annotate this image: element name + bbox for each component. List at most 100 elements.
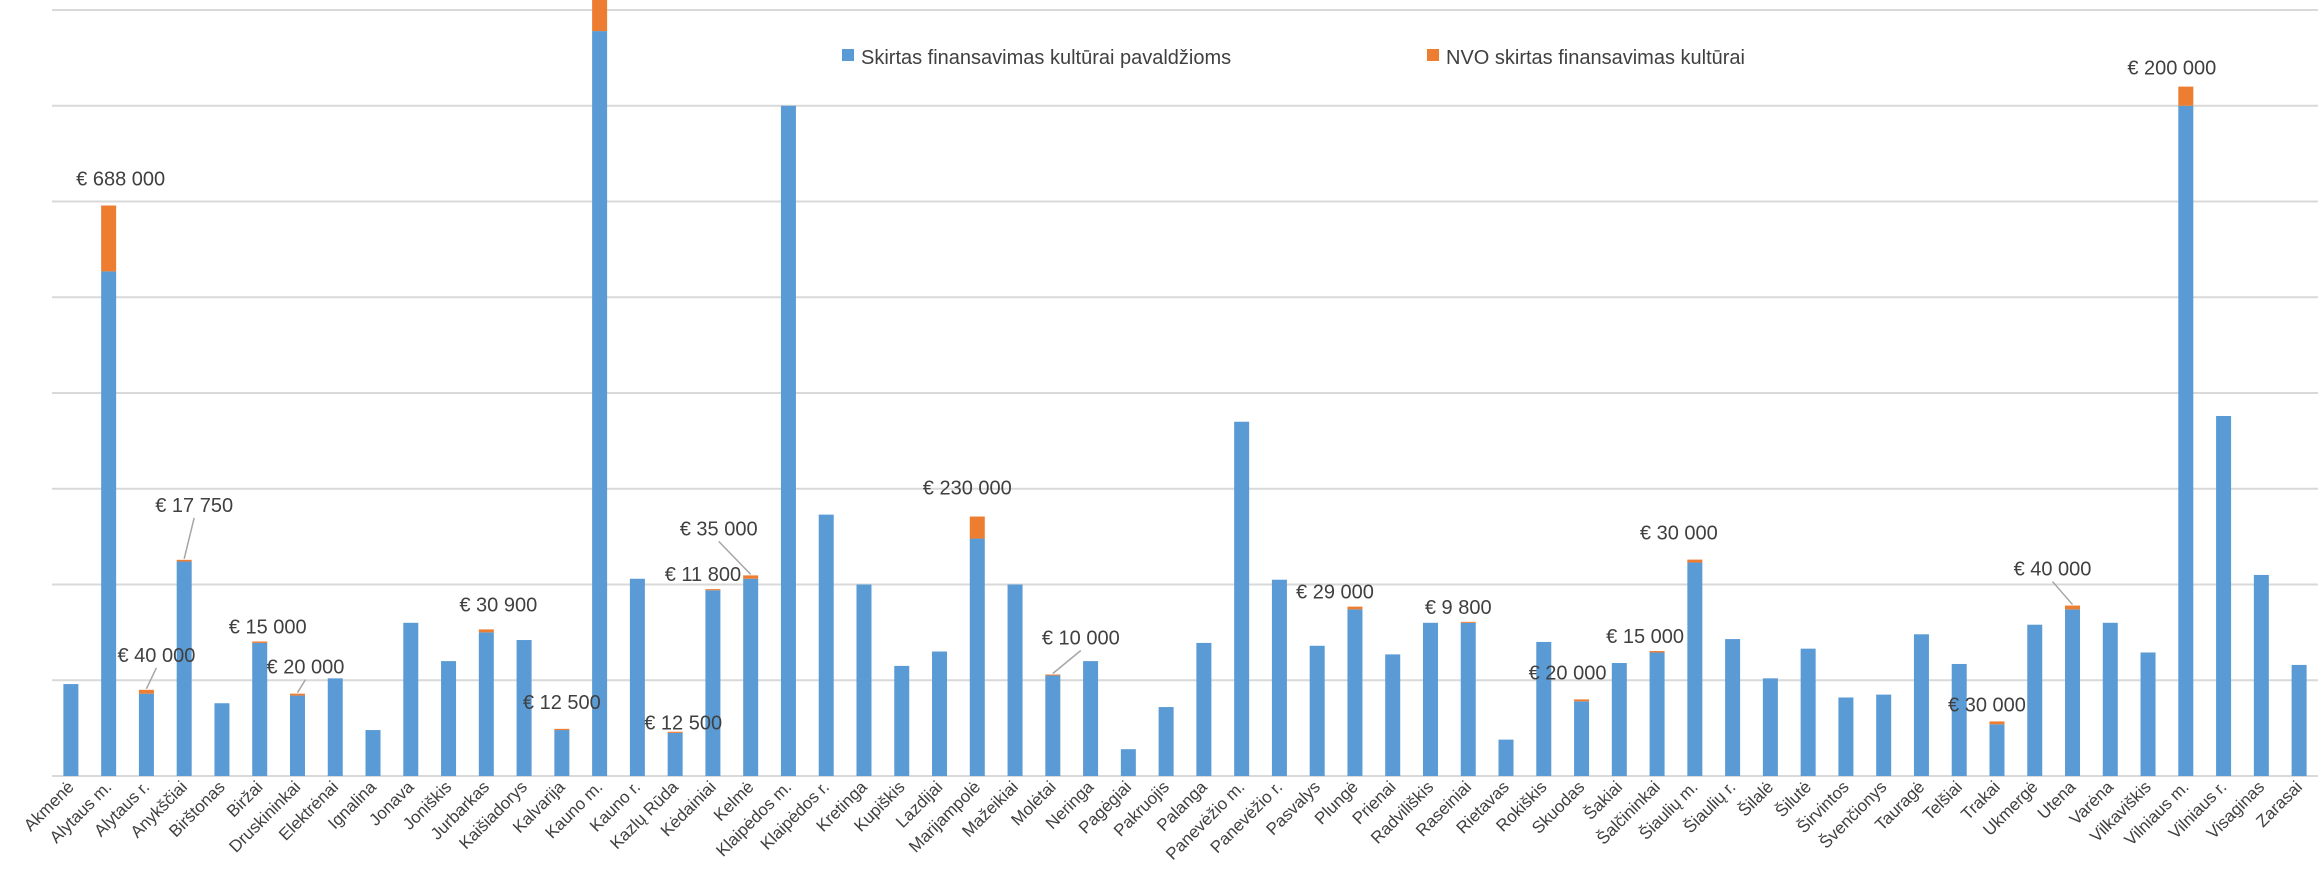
leader-line: [718, 540, 752, 575]
gridlines: [52, 9, 2318, 777]
bar-paval-14: [592, 31, 608, 776]
bar-paval-6: [289, 695, 305, 776]
data-label: € 15 000: [229, 616, 307, 638]
legend: Skirtas finansavimas kultūrai pavaldžiom…: [842, 47, 1745, 69]
bar-nvo-1: [101, 205, 117, 272]
bar-paval-26: [1045, 675, 1061, 776]
bar-paval-3: [176, 561, 192, 776]
bar-paval-28: [1120, 749, 1136, 776]
bar-paval-23: [932, 651, 948, 776]
bar-nvo-2: [138, 689, 154, 694]
bar-paval-40: [1574, 701, 1590, 776]
leader-line: [1052, 649, 1082, 675]
bar-nvo-56: [2178, 86, 2194, 106]
bar-paval-12: [516, 640, 532, 776]
data-label: € 40 000: [2014, 559, 2092, 581]
bar-paval-5: [252, 642, 268, 776]
bar-paval-0: [63, 684, 79, 776]
leader-line: [2051, 581, 2074, 606]
bar-paval-48: [1876, 694, 1892, 776]
bar-paval-59: [2291, 664, 2307, 776]
data-label: € 17 750: [155, 495, 233, 517]
bar-paval-4: [214, 703, 230, 776]
bar-paval-10: [441, 661, 457, 776]
bar-paval-11: [478, 632, 494, 776]
data-label: € 40 000: [117, 645, 195, 667]
leader-line: [296, 679, 307, 694]
data-label: € 30 900: [459, 594, 537, 616]
bar-paval-57: [2216, 415, 2232, 776]
bar-nvo-14: [592, 0, 608, 32]
bar-paval-36: [1422, 622, 1438, 776]
data-label: € 12 500: [523, 692, 601, 714]
data-label: € 10 000: [1042, 628, 1120, 650]
legend-label-series-1: NVO skirtas finansavimas kultūrai: [1446, 47, 1745, 69]
bar-paval-17: [705, 590, 721, 776]
bar-paval-30: [1196, 642, 1212, 776]
bar-nvo-40: [1574, 699, 1590, 702]
bar-paval-15: [629, 578, 645, 776]
label-leader-lines: [145, 517, 2074, 694]
category-label: Telšiai: [1919, 777, 1966, 824]
bar-paval-41: [1611, 663, 1627, 776]
category-label: Šilalė: [1734, 777, 1777, 820]
data-label: € 30 000: [1640, 523, 1718, 545]
bars: [63, 0, 2307, 776]
bar-paval-7: [327, 678, 343, 776]
bar-paval-33: [1309, 645, 1325, 776]
bar-paval-58: [2253, 574, 2269, 776]
bar-paval-52: [2027, 624, 2043, 776]
bar-paval-20: [818, 514, 834, 776]
bar-paval-37: [1460, 622, 1476, 776]
bar-paval-21: [856, 584, 872, 776]
bar-nvo-11: [478, 629, 494, 633]
bar-paval-51: [1989, 724, 2005, 776]
data-label: € 11 800: [665, 564, 741, 586]
legend-label-series-0: Skirtas finansavimas kultūrai pavaldžiom…: [861, 47, 1231, 69]
bar-nvo-17: [705, 589, 721, 591]
bar-paval-8: [365, 730, 381, 776]
bar-nvo-51: [1989, 721, 2005, 725]
leader-line: [183, 517, 195, 559]
bar-paval-25: [1007, 584, 1023, 776]
bar-paval-49: [1913, 634, 1929, 776]
bar-nvo-18: [743, 575, 759, 579]
bar-paval-55: [2140, 652, 2156, 776]
data-label: € 30 000: [1948, 694, 2026, 716]
bar-paval-44: [1725, 639, 1741, 776]
bar-paval-27: [1083, 661, 1099, 776]
bar-paval-1: [101, 271, 117, 776]
bar-paval-29: [1158, 707, 1174, 776]
data-label: € 15 000: [1606, 626, 1684, 648]
data-label: € 20 000: [267, 657, 345, 679]
bar-nvo-6: [289, 693, 305, 696]
data-labels: € 688 000 € 40 000 € 17 750 € 15 000 € 20 00…: [76, 58, 2216, 735]
bar-paval-47: [1838, 697, 1854, 776]
bar-paval-24: [969, 538, 985, 776]
data-label: € 12 500: [644, 713, 722, 735]
bar-paval-22: [894, 665, 910, 776]
bar-paval-31: [1234, 421, 1250, 776]
bar-paval-32: [1271, 579, 1287, 776]
bar-paval-35: [1385, 654, 1401, 776]
bar-paval-38: [1498, 739, 1514, 776]
bar-paval-42: [1649, 652, 1665, 776]
bar-nvo-13: [554, 728, 570, 731]
data-label: € 35 000: [680, 518, 758, 540]
bar-nvo-16: [667, 731, 683, 733]
bar-nvo-34: [1347, 606, 1363, 610]
bar-paval-18: [743, 578, 759, 776]
data-label: € 9 800: [1425, 597, 1492, 619]
bar-paval-13: [554, 730, 570, 776]
bar-nvo-26: [1045, 674, 1061, 676]
bar-paval-50: [1951, 663, 1967, 776]
bar-nvo-24: [969, 516, 985, 539]
bar-nvo-42: [1649, 651, 1665, 653]
legend-swatch-series-0: [842, 49, 854, 61]
leader-line: [145, 667, 158, 690]
bar-paval-9: [403, 622, 419, 776]
bar-paval-56: [2178, 105, 2194, 776]
data-label: € 200 000: [2127, 58, 2216, 80]
